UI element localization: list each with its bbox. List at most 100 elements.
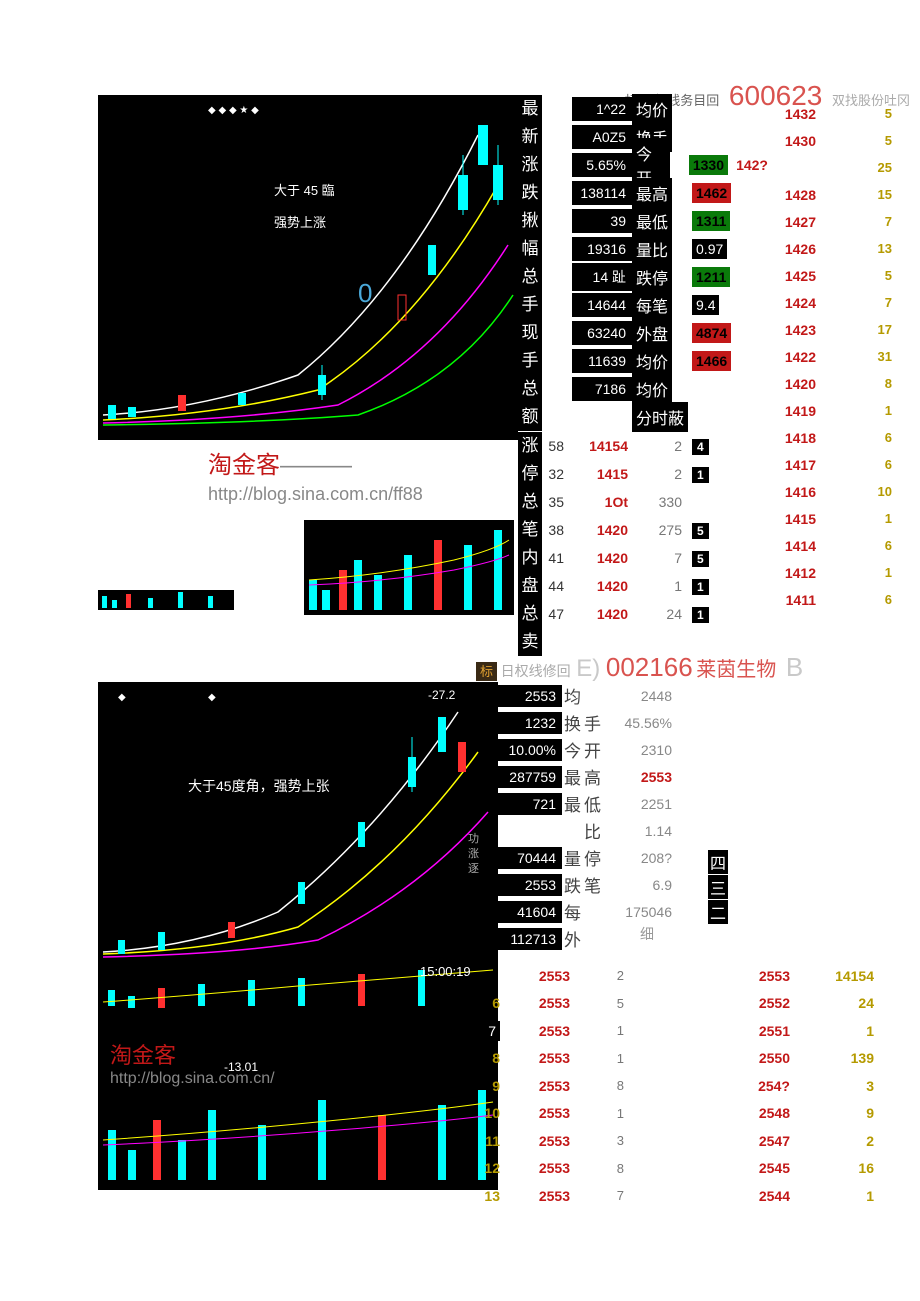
tick-time: 44	[536, 578, 564, 594]
stat2-right: 2553	[602, 769, 672, 785]
ladder-row[interactable]: 14116	[772, 586, 892, 613]
chart2-svg: ◆ ◆ 功 涨 逐	[98, 682, 498, 962]
svg-text:◆ ◆ ◆ ★ ◆: ◆ ◆ ◆ ★ ◆	[208, 105, 259, 116]
ladder-vol: 8	[856, 376, 892, 391]
ladder-row[interactable]: 14186	[772, 424, 892, 451]
tag-biao: 标	[476, 662, 497, 681]
ladder-price: 1428	[772, 187, 816, 203]
ladder-row[interactable]: 25	[772, 154, 892, 181]
tick-table-2[interactable]: 25532 625535 725531 825531 925538 102553…	[470, 962, 624, 1210]
vol1-svg	[304, 520, 514, 615]
tick-row[interactable]: 471420241	[536, 600, 718, 628]
tick-qty: 24	[628, 606, 682, 622]
tick2-p: 2553	[500, 995, 570, 1011]
ladder-row[interactable]: 1414 6	[772, 532, 892, 559]
ladder-row[interactable]: 14305	[772, 127, 892, 154]
ladder-price: 1414	[772, 538, 816, 554]
ladder-row[interactable]: 14121	[772, 559, 892, 586]
tick2-row[interactable]: 25532	[470, 962, 624, 990]
ladder-row[interactable]: 142231	[772, 343, 892, 370]
vol1b-svg	[98, 590, 234, 610]
stat2-cn2: 高	[582, 764, 602, 789]
ladder2-row[interactable]: 254?3	[744, 1072, 874, 1100]
ladder-row[interactable]: 1420 8	[772, 370, 892, 397]
tick2-row[interactable]: 1125533	[470, 1127, 624, 1155]
tick-price: 1420	[564, 606, 628, 622]
stat-value: 11639	[572, 349, 632, 373]
tick-qty: 1	[628, 578, 682, 594]
tick2-row[interactable]: 925538	[470, 1072, 624, 1100]
price-ladder-1[interactable]: 14325 14305 25 142815 14277 142613 14255…	[772, 100, 892, 613]
ladder2-vol: 139	[824, 1050, 874, 1066]
stat-cn: 均价	[632, 346, 672, 376]
volume-chart-1[interactable]	[304, 520, 514, 615]
ladder2-row[interactable]: 255314154	[744, 962, 874, 990]
stat2-right: 2310	[602, 742, 672, 758]
ladder-row[interactable]: 14325	[772, 100, 892, 127]
stats1-labels-column: 最 新 涨 跌 揪 幅 总 手 现 手 总 额	[518, 95, 542, 431]
tick2-q: 1	[570, 1051, 624, 1066]
tick2-row[interactable]: 1325537	[470, 1182, 624, 1210]
ladder-row[interactable]: 14277	[772, 208, 892, 235]
ladder-row[interactable]: 142317	[772, 316, 892, 343]
ladder-price: 1416	[772, 484, 816, 500]
price-ladder-2[interactable]: 255314154 255224 25511 2550139 254?3 254…	[744, 962, 874, 1210]
ladder2-row[interactable]: 25489	[744, 1100, 874, 1128]
ladder-row[interactable]: 14151	[772, 505, 892, 532]
ladder2-row[interactable]: 255224	[744, 990, 874, 1018]
ladder-row[interactable]: 14247	[772, 289, 892, 316]
ladder-price: 1420	[772, 376, 816, 392]
tick-flag: 1	[692, 579, 709, 595]
ladder-price: 1418	[772, 430, 816, 446]
stats1-values: 1^22均价 A0Z5换手 5.65%今开1330142? 138114最高14…	[572, 95, 772, 431]
tick2-p: 2553	[500, 1050, 570, 1066]
tick-row[interactable]: 3814202755	[536, 516, 718, 544]
stat2-cn: 今	[562, 737, 582, 762]
tick-row[interactable]: 32141521	[536, 460, 718, 488]
tick2-row[interactable]: 625535	[470, 990, 624, 1018]
ladder-row[interactable]: 14176	[772, 451, 892, 478]
stat-box: 1311	[692, 211, 730, 231]
tick-qty: 275	[628, 522, 682, 538]
tick2-p: 2553	[500, 1078, 570, 1094]
tick-row[interactable]: 351Ot330	[536, 488, 718, 516]
stat-row: 14644每笔9.4	[572, 291, 772, 319]
ladder2-row[interactable]: 25511	[744, 1017, 874, 1045]
ladder2-vol: 1	[824, 1023, 874, 1039]
tick-row[interactable]: 581415424	[536, 432, 718, 460]
tick-row[interactable]: 44142011	[536, 572, 718, 600]
tick2-q: 1	[570, 1023, 624, 1038]
ladder2-vol: 2	[824, 1133, 874, 1149]
tick2-row[interactable]: 1225538	[470, 1155, 624, 1183]
ladder-row[interactable]: 14255	[772, 262, 892, 289]
svg-text:功: 功	[468, 832, 479, 845]
tick-row[interactable]: 41142075	[536, 544, 718, 572]
svg-text:涨: 涨	[468, 847, 479, 860]
stat2-cn: 每	[562, 899, 582, 924]
chart1-area[interactable]: ◆ ◆ ◆ ★ ◆	[98, 95, 518, 440]
detail-label: 细	[640, 924, 654, 944]
ladder-row[interactable]: 14191	[772, 397, 892, 424]
stat-value: 19316	[572, 237, 632, 261]
stat2-cn: 换	[562, 710, 582, 735]
stat-cn: 最高	[632, 178, 672, 208]
ladder2-row[interactable]: 254516	[744, 1155, 874, 1183]
tick-price: 1420	[564, 522, 628, 538]
ladder-row[interactable]: 142613	[772, 235, 892, 262]
ladder-row[interactable]: 141610	[772, 478, 892, 505]
tick2-row[interactable]: 1025531	[470, 1100, 624, 1128]
ladder-row[interactable]: 142815	[772, 181, 892, 208]
ladder-vol: 6	[856, 538, 892, 553]
stat2-cn: 最	[562, 791, 582, 816]
stat-box: 4874	[692, 323, 731, 343]
tick2-row[interactable]: 825531	[470, 1045, 624, 1073]
ladder2-row[interactable]: 25472	[744, 1127, 874, 1155]
ladder2-row[interactable]: 2550139	[744, 1045, 874, 1073]
tick-time: 58	[536, 438, 564, 454]
chart2-area[interactable]: ◆ ◆ 功 涨 逐	[98, 682, 498, 962]
ladder2-price: 2545	[744, 1160, 790, 1176]
stat2-row: 2553跌笔6.9	[498, 871, 672, 898]
ladder2-row[interactable]: 25441	[744, 1182, 874, 1210]
tick-table-1[interactable]: 581415424 32141521 351Ot330 3814202755 4…	[536, 432, 718, 628]
tick2-row[interactable]: 725531	[470, 1017, 624, 1045]
